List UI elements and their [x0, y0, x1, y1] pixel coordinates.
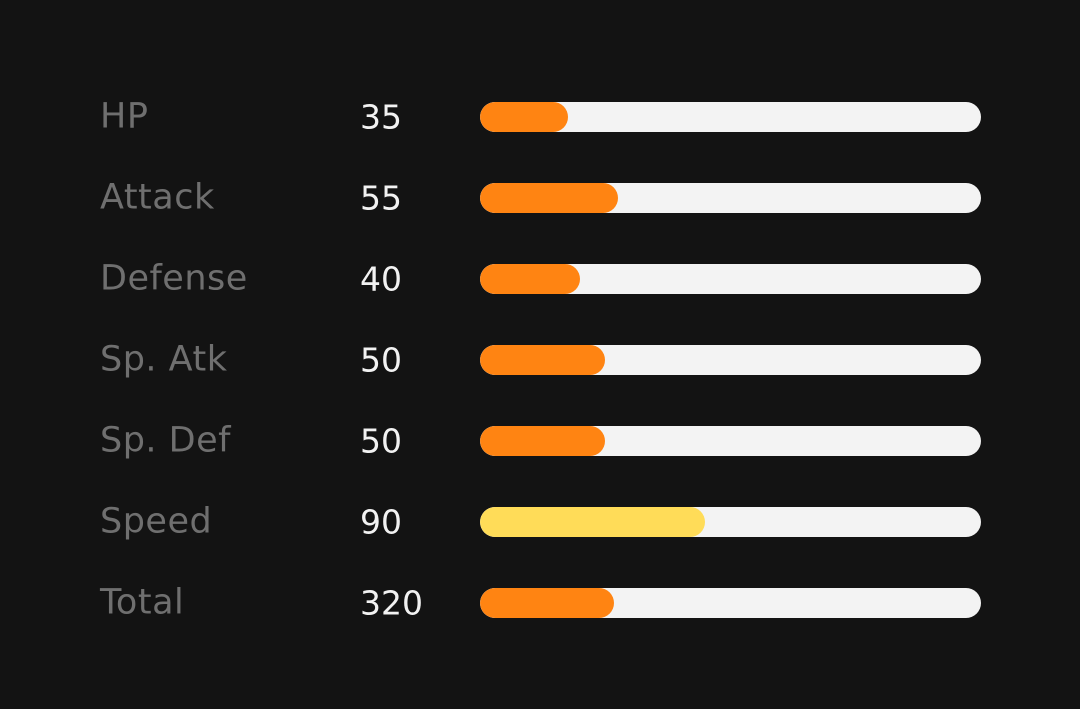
stat-bar: [480, 588, 981, 618]
stat-bar: [480, 183, 981, 213]
stat-bar: [480, 102, 981, 132]
stat-bar-fill: [480, 183, 618, 213]
stat-bar: [480, 507, 981, 537]
stat-label: Attack: [100, 177, 215, 218]
stat-label: Defense: [100, 258, 248, 299]
stat-bar-fill: [480, 426, 606, 456]
stat-value: 35: [360, 97, 402, 137]
stat-label: HP: [100, 96, 149, 137]
stat-row-hp: HP 35: [0, 87, 1080, 147]
stat-value: 40: [360, 259, 402, 299]
stat-value: 320: [360, 583, 423, 623]
stat-bar: [480, 426, 981, 456]
stat-label: Total: [100, 582, 185, 623]
stat-row-speed: Speed 90: [0, 492, 1080, 552]
stat-row-sp-atk: Sp. Atk 50: [0, 330, 1080, 390]
stat-bar-fill: [480, 102, 569, 132]
stat-bar-fill: [480, 345, 606, 375]
stat-value: 90: [360, 502, 402, 542]
stat-bar: [480, 345, 981, 375]
stat-row-defense: Defense 40: [0, 249, 1080, 309]
stat-row-sp-def: Sp. Def 50: [0, 411, 1080, 471]
stat-bar-fill: [480, 588, 614, 618]
stat-label: Sp. Def: [100, 420, 231, 461]
stat-bar-fill: [480, 507, 706, 537]
stat-value: 50: [360, 340, 402, 380]
stat-value: 55: [360, 178, 402, 218]
stat-row-attack: Attack 55: [0, 168, 1080, 228]
stat-row-total: Total 320: [0, 573, 1080, 633]
stat-bar: [480, 264, 981, 294]
stat-label: Speed: [100, 501, 213, 542]
stat-bar-fill: [480, 264, 581, 294]
stat-value: 50: [360, 421, 402, 461]
stat-label: Sp. Atk: [100, 339, 228, 380]
